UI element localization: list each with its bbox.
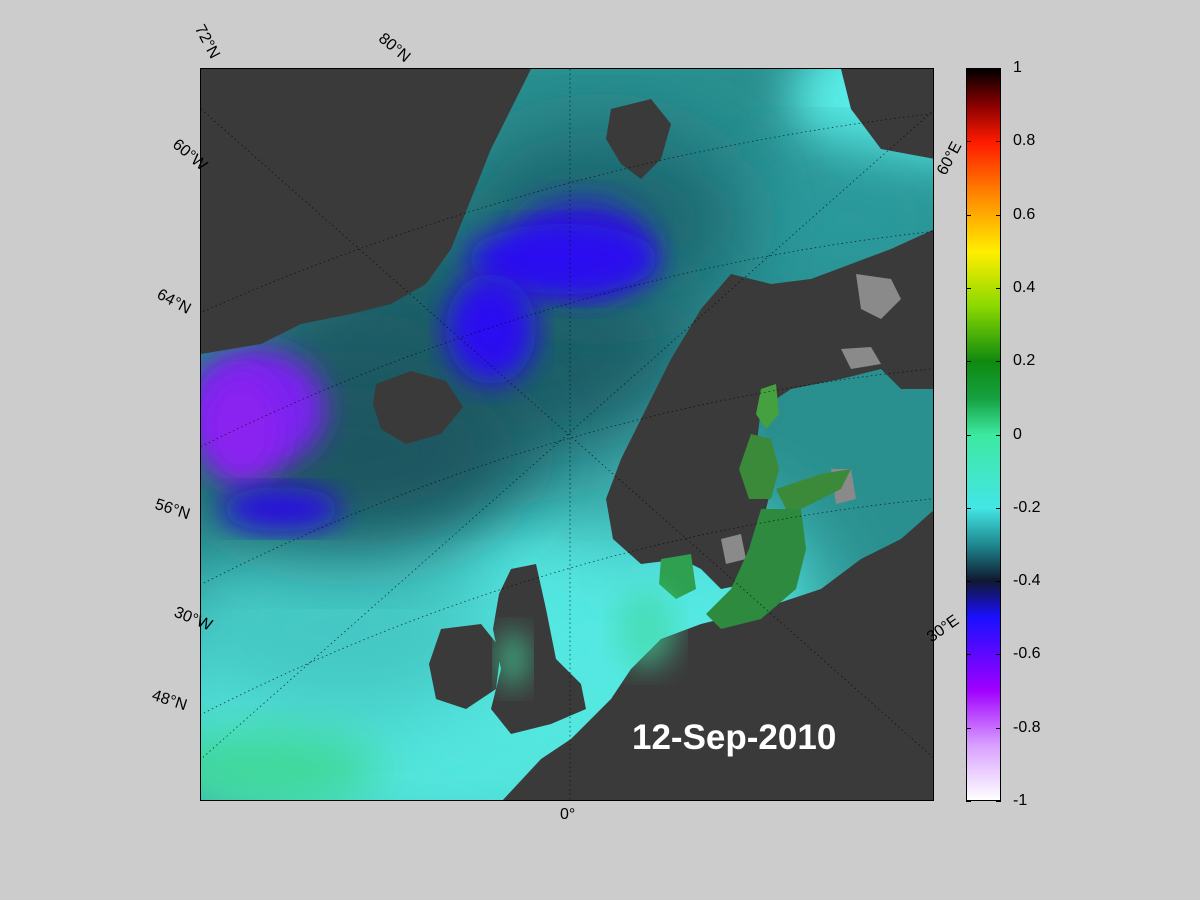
colorbar-tick-right <box>996 68 1001 69</box>
colorbar-tick-label: -0.8 <box>1013 718 1041 736</box>
colorbar-tick-left <box>966 654 971 655</box>
colorbar-tick-label: -1 <box>1013 792 1028 809</box>
colorbar-tick-label: 0.8 <box>1013 132 1036 150</box>
lon-60e-label: 60°E <box>934 139 966 178</box>
colorbar-tick-left <box>966 288 971 289</box>
lon-0-label: 0° <box>560 806 576 823</box>
colorbar-tick-left <box>966 68 971 69</box>
colorbar-tick-left <box>966 435 971 436</box>
map-panel <box>200 68 934 801</box>
colorbar-tick-left <box>966 361 971 362</box>
colorbar <box>966 68 1001 801</box>
colorbar-tick-right <box>996 801 1001 802</box>
lat-72n-label: 72°N <box>190 22 223 62</box>
colorbar-tick-left <box>966 581 971 582</box>
colorbar-tick-right <box>996 288 1001 289</box>
colorbar-tick-right <box>996 361 1001 362</box>
lat-64n-label: 64°N <box>154 286 194 318</box>
colorbar-tick-label: -0.2 <box>1013 498 1041 516</box>
colorbar-tick-right <box>996 435 1001 436</box>
irish-sea <box>498 629 528 689</box>
colorbar-tick-left <box>966 215 971 216</box>
lat-80n-label: 80°N <box>375 30 414 67</box>
colorbar-tick-label: 0.2 <box>1013 352 1036 370</box>
date-label: 12-Sep-2010 <box>632 718 837 757</box>
colorbar-tick-right <box>996 141 1001 142</box>
colorbar-tick-label: 1 <box>1013 59 1022 76</box>
colorbar-tick-right <box>996 508 1001 509</box>
colorbar-tick-left <box>966 728 971 729</box>
colorbar-tick-right <box>996 728 1001 729</box>
lat-48n-label: 48°N <box>149 687 190 715</box>
colorbar-tick-label: 0.4 <box>1013 278 1036 296</box>
colorbar-tick-label: 0 <box>1013 425 1022 443</box>
colorbar-tick-left <box>966 141 971 142</box>
colorbar-tick-label: 0.6 <box>1013 205 1036 223</box>
colorbar-tick-right <box>996 581 1001 582</box>
colorbar-tick-left <box>966 801 971 802</box>
colorbar-tick-left <box>966 508 971 509</box>
lat-56n-label: 56°N <box>152 496 193 524</box>
north-sea-coast <box>616 589 676 669</box>
colorbar-tick-right <box>996 215 1001 216</box>
colorbar-tick-right <box>996 654 1001 655</box>
baltic-sea <box>659 384 851 629</box>
graticule <box>201 69 933 800</box>
colorbar-tick-label: -0.6 <box>1013 645 1041 663</box>
land-masses <box>201 69 933 800</box>
colorbar-tick-label: -0.4 <box>1013 572 1041 590</box>
anomaly-map <box>201 69 933 800</box>
